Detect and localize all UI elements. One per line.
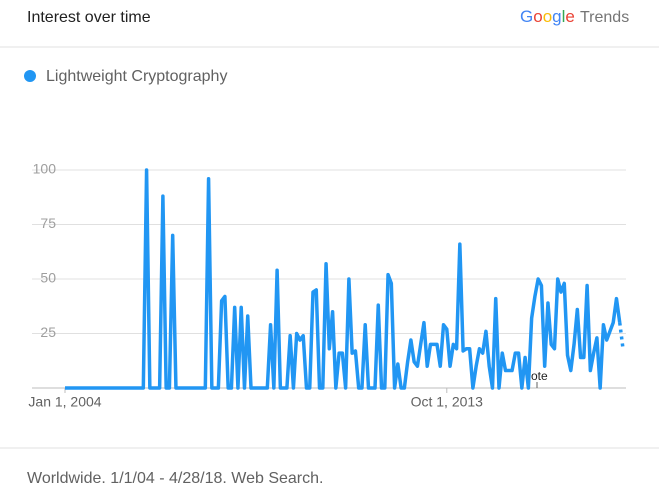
- brand-letter: e: [565, 7, 574, 26]
- brand-letter: l: [562, 7, 566, 26]
- product-name: Trends: [580, 9, 629, 26]
- y-tick-label: 100: [33, 161, 57, 177]
- y-tick-label: 50: [40, 270, 56, 286]
- y-tick-label: 25: [40, 324, 56, 340]
- partial-trend-line: [618, 322, 625, 349]
- legend-label: Lightweight Cryptography: [46, 68, 227, 85]
- x-tick-label: Jan 1, 2004: [28, 394, 101, 410]
- brand-letter: o: [543, 7, 552, 26]
- y-tick-label: 75: [40, 215, 56, 231]
- brand-logo: Google: [520, 7, 575, 26]
- legend-marker: [24, 70, 36, 82]
- widget-title: Interest over time: [27, 9, 151, 26]
- footer-text: Worldwide. 1/1/04 - 4/28/18. Web Search.: [27, 470, 323, 487]
- trend-line: [65, 168, 622, 390]
- x-tick-label: Oct 1, 2013: [411, 394, 484, 410]
- brand-letter: g: [552, 7, 561, 26]
- brand-letter: o: [533, 7, 542, 26]
- brand-letter: G: [520, 7, 533, 26]
